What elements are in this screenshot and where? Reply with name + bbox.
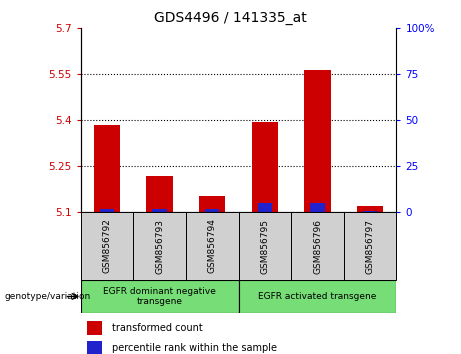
Bar (186, 212, 239, 280)
Bar (153, 209, 167, 212)
Bar (94, 125, 120, 212)
Text: percentile rank within the sample: percentile rank within the sample (112, 343, 277, 353)
Bar (133, 212, 186, 280)
Bar (100, 209, 114, 212)
Bar (310, 203, 325, 212)
Bar (252, 122, 278, 212)
Text: GSM856795: GSM856795 (260, 218, 269, 274)
Bar (87, 321, 102, 335)
Bar (344, 212, 396, 280)
Text: EGFR dominant negative
transgene: EGFR dominant negative transgene (103, 287, 216, 306)
Bar (87, 342, 102, 354)
Text: GSM856794: GSM856794 (208, 218, 217, 274)
Text: GSM856792: GSM856792 (102, 218, 112, 274)
Text: genotype/variation: genotype/variation (5, 292, 91, 301)
Text: EGFR activated transgene: EGFR activated transgene (258, 292, 377, 301)
Bar (258, 203, 272, 212)
Bar (291, 212, 344, 280)
Bar (81, 212, 133, 280)
Bar (205, 209, 219, 212)
Bar (304, 70, 331, 212)
Bar (357, 206, 383, 212)
Bar (147, 176, 173, 212)
Bar (363, 211, 378, 212)
Text: GDS4496 / 141335_at: GDS4496 / 141335_at (154, 11, 307, 25)
Bar (239, 212, 291, 280)
Text: GSM856797: GSM856797 (366, 218, 375, 274)
Bar (239, 280, 396, 313)
Text: GSM856793: GSM856793 (155, 218, 164, 274)
Bar (81, 280, 239, 313)
Bar (199, 195, 225, 212)
Text: GSM856796: GSM856796 (313, 218, 322, 274)
Text: transformed count: transformed count (112, 323, 203, 333)
